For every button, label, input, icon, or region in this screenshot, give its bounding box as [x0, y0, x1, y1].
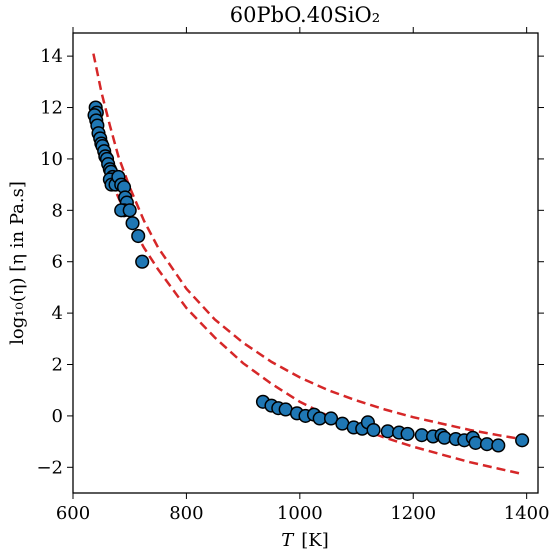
y-tick-label: −2 — [36, 457, 63, 478]
fit-upper-line — [92, 53, 522, 441]
data-point — [366, 422, 381, 438]
data-points — [87, 100, 530, 453]
y-tick-label: 0 — [52, 406, 63, 427]
y-tick-label: 14 — [40, 46, 63, 67]
x-tick-label: 1000 — [277, 503, 323, 524]
data-point — [400, 426, 415, 441]
x-tick-label: 600 — [56, 503, 90, 524]
x-axis-variable: T — [281, 530, 295, 551]
data-point — [122, 203, 137, 218]
y-tick-label: 12 — [40, 98, 63, 119]
y-tick-label: 8 — [52, 200, 63, 221]
y-tick-label: 10 — [40, 149, 63, 170]
x-axis-label: T [K] — [281, 530, 329, 551]
y-tick-label: 4 — [52, 303, 63, 324]
x-tick-label: 1400 — [504, 503, 550, 524]
axis-ticks: 600 800 1000 1200 1400 −2 0 2 4 6 8 10 12 14 — [36, 27, 550, 524]
data-point — [515, 433, 530, 448]
y-axis-label: log₁₀(η) [η in Pa.s] — [7, 181, 28, 345]
x-tick-label: 800 — [169, 503, 203, 524]
data-point — [491, 438, 506, 453]
x-tick-label: 1200 — [390, 503, 436, 524]
data-point — [135, 254, 150, 269]
x-axis-unit: [K] — [301, 530, 329, 551]
plot-area-frame — [72, 32, 539, 494]
data-point — [125, 216, 140, 231]
y-tick-label: 2 — [52, 355, 63, 376]
y-tick-label: 6 — [52, 252, 63, 273]
chart-title: 60PbO.40SiO₂ — [230, 3, 380, 27]
data-point — [323, 411, 339, 426]
data-point — [131, 228, 146, 244]
